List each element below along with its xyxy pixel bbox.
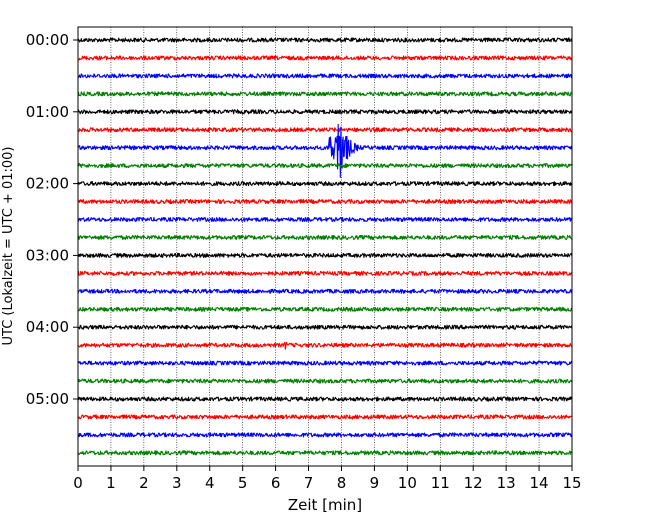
x-tick-label-5: 5 xyxy=(238,474,248,492)
x-tick-label-9: 9 xyxy=(370,474,380,492)
trace-5 xyxy=(77,127,573,133)
x-tick-label-11: 11 xyxy=(431,474,450,492)
x-tick-label-1: 1 xyxy=(106,474,116,492)
trace-21 xyxy=(77,414,572,420)
trace-3 xyxy=(77,91,573,97)
x-tick-label-14: 14 xyxy=(530,474,549,492)
trace-14 xyxy=(77,288,573,294)
x-tick-label-0: 0 xyxy=(73,474,83,492)
trace-13 xyxy=(77,270,573,276)
plot-frame xyxy=(77,26,573,467)
x-axis-ticks: 0 1 2 3 4 5 6 7 8 9 10 11 12 13 14 15 xyxy=(73,466,582,492)
x-tick-label-8: 8 xyxy=(337,474,347,492)
trace-6 xyxy=(77,123,573,178)
trace-17 xyxy=(77,341,573,350)
trace-19 xyxy=(77,378,573,384)
seismic-traces xyxy=(77,37,573,456)
y-axis-label: UTC (Lokalzeit = UTC + 01:00) xyxy=(1,147,16,346)
trace-16 xyxy=(77,324,573,330)
x-tick-label-4: 4 xyxy=(205,474,215,492)
trace-20 xyxy=(77,396,573,402)
y-tick-label-02:00: 02:00 xyxy=(26,175,69,193)
trace-8 xyxy=(77,181,573,187)
trace-18 xyxy=(77,360,573,366)
trace-1 xyxy=(77,55,573,61)
trace-15 xyxy=(77,306,573,312)
trace-9 xyxy=(77,199,573,205)
x-tick-label-10: 10 xyxy=(398,474,417,492)
y-tick-label-00:00: 00:00 xyxy=(26,31,69,49)
y-tick-label-04:00: 04:00 xyxy=(26,318,69,336)
y-tick-label-01:00: 01:00 xyxy=(26,103,69,121)
x-tick-label-3: 3 xyxy=(172,474,182,492)
x-tick-label-7: 7 xyxy=(304,474,314,492)
trace-11 xyxy=(77,234,573,240)
trace-0 xyxy=(77,37,573,43)
trace-23 xyxy=(77,450,573,456)
y-axis-ticks: 00:00 01:00 02:00 03:00 04:00 05:00 xyxy=(26,31,78,408)
trace-10 xyxy=(77,216,573,223)
trace-2 xyxy=(77,73,573,79)
vertical-grid xyxy=(110,27,540,466)
x-tick-label-12: 12 xyxy=(464,474,483,492)
y-tick-label-05:00: 05:00 xyxy=(26,390,69,408)
y-tick-label-03:00: 03:00 xyxy=(26,246,69,264)
trace-12 xyxy=(77,252,573,258)
x-axis-label: Zeit [min] xyxy=(288,496,362,514)
x-tick-label-13: 13 xyxy=(497,474,516,492)
x-tick-label-2: 2 xyxy=(139,474,149,492)
trace-4 xyxy=(77,109,573,115)
trace-7 xyxy=(77,163,573,169)
trace-22 xyxy=(77,432,573,438)
x-tick-label-15: 15 xyxy=(562,474,581,492)
x-tick-label-6: 6 xyxy=(271,474,281,492)
